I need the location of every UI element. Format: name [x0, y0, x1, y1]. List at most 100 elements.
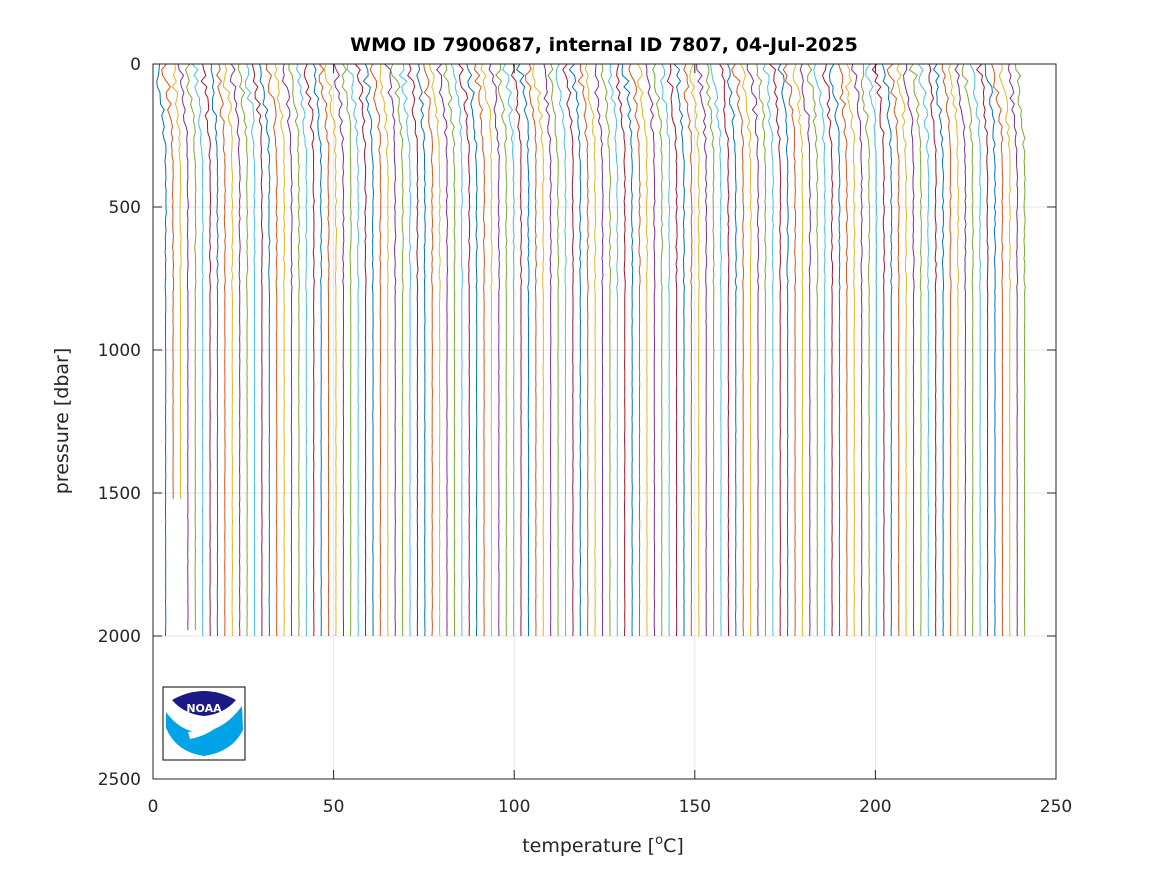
- profile-line: [423, 63, 434, 637]
- profile-line: [917, 63, 930, 636]
- profile-line: [390, 63, 404, 636]
- profile-line: [501, 63, 515, 637]
- y-tick-label: 0: [130, 55, 141, 75]
- profile-line: [346, 63, 360, 637]
- profile-line: [845, 63, 856, 636]
- profile-line: [161, 63, 175, 499]
- profile-line: [636, 63, 649, 637]
- profile-line: [969, 63, 982, 637]
- profile-line: [524, 63, 538, 636]
- x-tick-labels: 0 50 100 150 200 250: [148, 797, 1073, 817]
- y-tick-label: 1500: [98, 484, 141, 504]
- profile-line: [184, 63, 197, 631]
- noaa-logo: NOAA: [162, 686, 246, 761]
- profile-line: [362, 63, 374, 637]
- profile-line: [726, 63, 737, 637]
- y-tick-label: 2500: [98, 770, 141, 790]
- profile-line: [932, 63, 945, 637]
- profile-line: [683, 63, 693, 637]
- x-tick-label: 100: [498, 797, 530, 817]
- profiles: [156, 63, 1026, 637]
- profile-line: [886, 63, 900, 636]
- profile-line: [954, 63, 967, 637]
- profile-line: [709, 63, 723, 637]
- profile-line: [941, 63, 952, 636]
- profile-line: [705, 63, 715, 637]
- profile-line: [615, 63, 626, 636]
- profile-line: [281, 63, 293, 637]
- profile-line: [756, 63, 767, 637]
- profile-line: [265, 63, 278, 637]
- profile-line: [555, 63, 567, 637]
- profile-line: [782, 63, 797, 636]
- profile-line: [865, 63, 878, 637]
- profile-line: [210, 63, 219, 637]
- profile-line: [323, 63, 338, 637]
- profile-line: [577, 63, 589, 637]
- profile-line: [652, 63, 663, 637]
- profile-line: [645, 63, 656, 636]
- profile-line: [510, 63, 523, 637]
- x-tick-label: 0: [148, 797, 159, 817]
- svg-text:NOAA: NOAA: [186, 702, 222, 715]
- profile-line: [296, 63, 308, 636]
- profile-line: [991, 63, 1004, 637]
- profile-line: [607, 63, 619, 637]
- profile-line: [562, 63, 574, 637]
- y-tick-label: 1000: [98, 341, 141, 361]
- tick-marks: [152, 63, 1057, 780]
- profile-line: [177, 63, 189, 631]
- x-tick-label: 50: [323, 797, 345, 817]
- profile-line: [398, 63, 412, 637]
- x-axis-label: temperature [oC]: [522, 833, 684, 857]
- profile-line: [666, 63, 678, 637]
- profile-line: [245, 63, 256, 637]
- profile-line: [584, 63, 597, 637]
- profile-line: [947, 63, 960, 637]
- profile-line: [696, 63, 708, 637]
- profile-line: [762, 63, 774, 637]
- x-axis-label-prefix: temperature [: [522, 835, 655, 857]
- x-tick-label: 250: [1040, 797, 1072, 817]
- profile-line: [216, 63, 227, 637]
- profile-line: [1007, 63, 1019, 637]
- profile-line: [466, 63, 478, 636]
- profile-line: [274, 63, 286, 637]
- profile-line: [719, 63, 730, 637]
- profile-line: [902, 63, 915, 636]
- profile-line: [799, 63, 811, 637]
- profile-line: [171, 63, 182, 499]
- profile-line: [851, 63, 863, 637]
- profile-line: [473, 63, 486, 637]
- profile-line: [229, 63, 241, 637]
- profile-line: [318, 63, 330, 637]
- profile-line: [740, 63, 752, 637]
- profile-line: [480, 63, 493, 637]
- profile-line: [984, 63, 997, 637]
- profile-line: [769, 63, 782, 637]
- profile-line: [532, 63, 545, 637]
- profile-line: [547, 63, 560, 637]
- profile-line: [488, 63, 500, 636]
- profile-line: [515, 63, 530, 637]
- profile-line: [961, 63, 974, 637]
- y-axis-label: pressure [dbar]: [51, 348, 73, 495]
- profile-line: [191, 63, 204, 637]
- profile-line: [860, 64, 871, 636]
- profile-line: [251, 63, 264, 636]
- profile-line: [828, 63, 841, 637]
- profile-line: [312, 63, 323, 637]
- profile-line: [384, 63, 397, 637]
- profile-line: [568, 63, 582, 637]
- chart-title: WMO ID 7900687, internal ID 7807, 04-Jul…: [350, 34, 858, 56]
- profile-line: [777, 63, 789, 637]
- profile-line: [998, 63, 1011, 637]
- profile-line: [881, 63, 893, 637]
- profile-line: [975, 63, 989, 637]
- y-tick-label: 2000: [98, 627, 141, 647]
- profile-line: [928, 63, 937, 636]
- profile-line: [821, 63, 834, 637]
- profile-line: [731, 63, 745, 637]
- profile-line: [908, 63, 923, 637]
- profile-line: [1015, 63, 1026, 637]
